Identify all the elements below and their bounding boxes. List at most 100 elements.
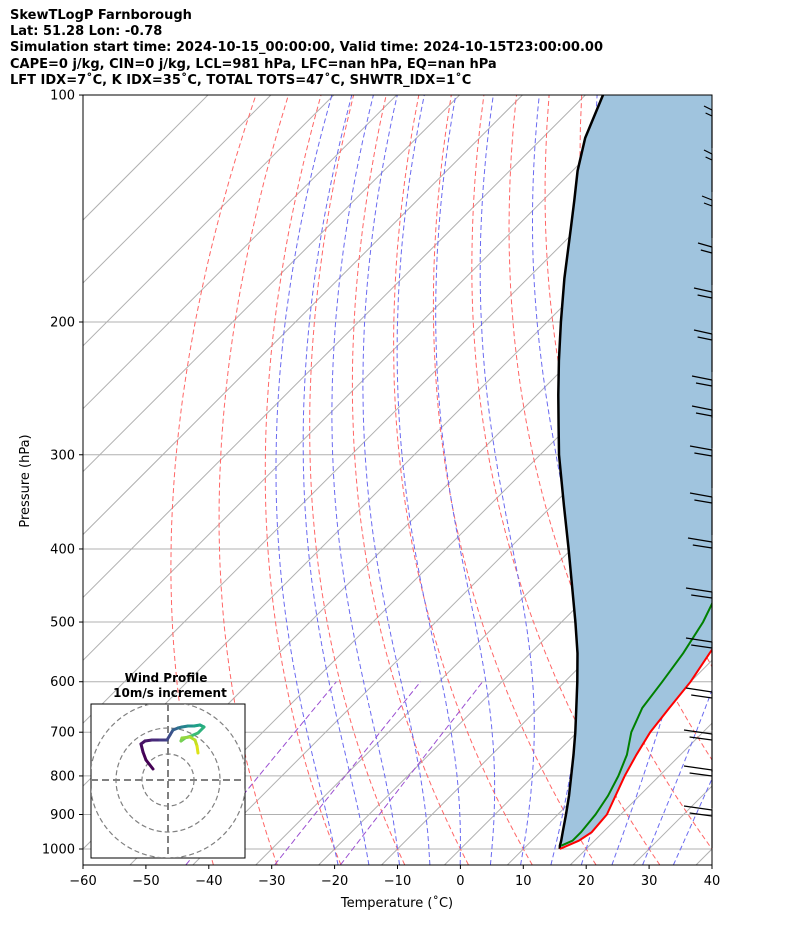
x-tick-label: −30	[258, 874, 285, 889]
dry-adiabat-line	[170, 95, 257, 865]
cin-shading	[558, 95, 712, 849]
wind-barb-flag	[695, 382, 713, 387]
wind-barb-flag	[683, 805, 713, 811]
x-tick-label: 40	[704, 874, 721, 889]
wind-barb-flag	[703, 149, 713, 155]
dry-adiabat-line	[309, 95, 406, 865]
wind-barb-flag	[689, 736, 713, 741]
wind-barb-flag	[697, 294, 713, 299]
y-tick-label: 600	[50, 675, 75, 690]
y-tick-label: 800	[50, 769, 75, 784]
x-tick-label: 0	[456, 874, 464, 889]
wind-barb-flag	[693, 329, 713, 335]
title-line-cape: CAPE=0 j/kg, CIN=0 j/kg, LCL=981 hPa, LF…	[10, 56, 497, 72]
wind-barb-flag	[691, 694, 713, 699]
hodograph-trace-segment	[195, 744, 200, 755]
wind-barb-flag	[685, 637, 713, 643]
dry-adiabat-line	[393, 95, 533, 865]
dewpoint-line	[560, 601, 712, 847]
y-tick-label: 100	[50, 89, 75, 104]
x-tick-label: −60	[69, 874, 96, 889]
temperature-line	[559, 648, 712, 850]
wind-barb-flag	[697, 336, 713, 341]
dry-adiabat-line	[264, 95, 342, 865]
y-tick-label: 900	[50, 808, 75, 823]
wind-barb-flag	[705, 156, 713, 161]
isotherm-line	[129, 282, 712, 865]
wind-barb-flag	[694, 452, 713, 457]
dry-adiabat-line	[745, 95, 794, 865]
isotherm-line	[83, 95, 523, 536]
x-tick-label: 30	[641, 874, 658, 889]
wind-barb-flag	[689, 772, 713, 777]
moist-adiabat-line	[396, 95, 461, 865]
y-axis-label: Pressure (hPa)	[18, 434, 33, 527]
dry-adiabat-line	[432, 95, 597, 865]
y-tick-label: 200	[50, 316, 75, 331]
wind-barb-flag	[691, 644, 713, 649]
hodograph-subtitle: 10m/s increment	[113, 686, 227, 700]
isotherm-line	[255, 407, 712, 865]
y-tick-label: 500	[50, 616, 75, 631]
dry-adiabat-line	[218, 95, 289, 865]
wind-barb-flag	[685, 587, 713, 593]
x-axis: −60 −50 −40 −30 −20 −10 0 10 20 30 40	[69, 865, 720, 889]
moist-adiabat-line	[672, 777, 712, 865]
sounding-profiles	[557, 95, 712, 850]
y-tick-label: 700	[50, 726, 75, 741]
moist-adiabat-line	[435, 95, 496, 865]
wind-barb-flag	[687, 537, 713, 543]
moist-adiabat-line	[331, 95, 400, 865]
dry-adiabat-line	[777, 95, 794, 865]
isotherm-line	[83, 95, 272, 284]
wind-barb-flag	[693, 287, 713, 293]
isotherm-line	[569, 722, 712, 865]
wind-barb-flag	[703, 202, 713, 207]
y-axis: 100 200 300 400 500 600 700 800 900 1000	[42, 89, 83, 858]
hodograph-title: Wind Profile	[125, 671, 208, 685]
x-axis-label: Temperature (˚C)	[340, 895, 453, 911]
chart-title: SkewTLogP Farnborough Lat: 51.28 Lon: -0…	[10, 8, 603, 89]
wind-barbs	[683, 105, 713, 848]
wind-barb-flag	[705, 112, 713, 117]
wind-barb-flag	[700, 249, 713, 254]
isotherm-line	[83, 95, 398, 410]
moist-adiabat-line	[532, 95, 582, 865]
hodograph-plot	[91, 704, 245, 858]
wind-barb-flag	[683, 729, 713, 735]
wind-barb-flag	[683, 765, 713, 771]
isotherm-line	[318, 470, 712, 865]
wind-barb-flag	[703, 105, 713, 111]
wind-barb-flag	[694, 499, 713, 504]
moist-adiabat-line	[275, 95, 339, 865]
parcel-profile-line	[557, 95, 605, 850]
isotherm-line	[381, 533, 712, 865]
wind-barb-flag	[689, 492, 713, 498]
wind-barb-flag	[691, 594, 713, 599]
hodograph-inset	[90, 703, 246, 859]
dry-adiabat-line	[508, 95, 712, 850]
moist-adiabat-line	[642, 688, 712, 865]
wind-barb-flag	[697, 242, 713, 248]
dry-adiabat-line	[711, 95, 712, 102]
x-tick-label: −10	[384, 874, 411, 889]
wind-barb-flag	[689, 445, 713, 451]
mixing-ratio-line	[339, 681, 484, 865]
title-line-times: Simulation start time: 2024-10-15_00:00:…	[10, 40, 603, 56]
isotherm-line	[83, 95, 649, 662]
wind-barb-flag	[691, 375, 713, 381]
moist-adiabat-line	[302, 95, 370, 865]
x-tick-label: 10	[515, 874, 532, 889]
moist-adiabat-line	[479, 95, 535, 865]
x-tick-label: −20	[321, 874, 348, 889]
title-line-station: SkewTLogP Farnborough	[10, 8, 192, 23]
y-tick-label: 300	[50, 448, 75, 463]
moist-adiabat-line	[362, 95, 431, 865]
x-tick-label: 20	[578, 874, 595, 889]
hodograph-trace-segment	[144, 758, 155, 771]
x-tick-label: −40	[195, 874, 222, 889]
wind-barb-flag	[685, 687, 713, 693]
isotherm-line	[83, 95, 335, 347]
isotherm-line	[83, 95, 586, 599]
